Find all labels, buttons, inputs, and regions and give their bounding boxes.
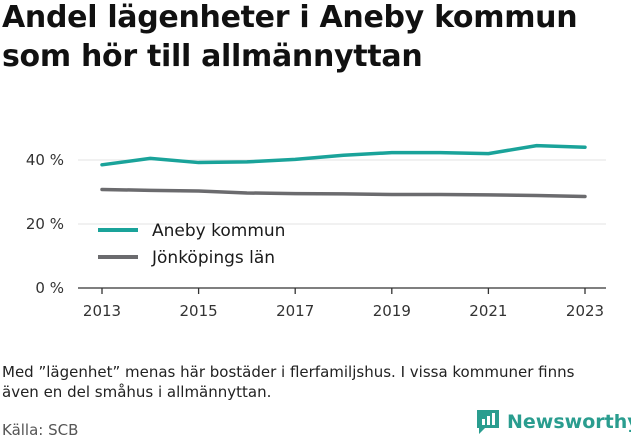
x-tick-label: 2015 xyxy=(180,302,218,320)
y-tick-label: 20 % xyxy=(26,215,64,233)
brand-logo: Newsworthy xyxy=(475,408,631,436)
series-lines xyxy=(100,143,587,199)
brand-name: Newsworthy xyxy=(507,411,631,433)
axes: 0 % 20 % 40 % 2013 2015 2017 2019 2021 2023 xyxy=(26,151,606,320)
series-line-aneby xyxy=(100,143,587,167)
newsworthy-logo-icon xyxy=(477,410,499,434)
series-line-jonkopings-lan xyxy=(100,187,587,199)
x-tick-label: 2017 xyxy=(276,302,314,320)
legend-label: Jönköpings län xyxy=(151,248,275,268)
chart-footnote: Med ”lägenhet” menas här bostäder i fler… xyxy=(2,363,575,401)
legend-label: Aneby kommun xyxy=(152,221,285,241)
x-tick-label: 2023 xyxy=(566,302,604,320)
x-tick-label: 2019 xyxy=(373,302,411,320)
source-label: Källa: SCB xyxy=(2,421,79,439)
y-tick-label: 0 % xyxy=(35,279,64,297)
x-tick-label: 2013 xyxy=(83,302,121,320)
y-tick-label: 40 % xyxy=(26,151,64,169)
line-chart: 0 % 20 % 40 % 2013 2015 2017 2019 2021 2023 Aneb… xyxy=(26,143,606,320)
chart-title: Andel lägenheter i Aneby kommun som hör … xyxy=(2,0,578,74)
legend: Aneby kommun Jönköpings län xyxy=(98,221,285,268)
x-tick-label: 2021 xyxy=(469,302,507,320)
